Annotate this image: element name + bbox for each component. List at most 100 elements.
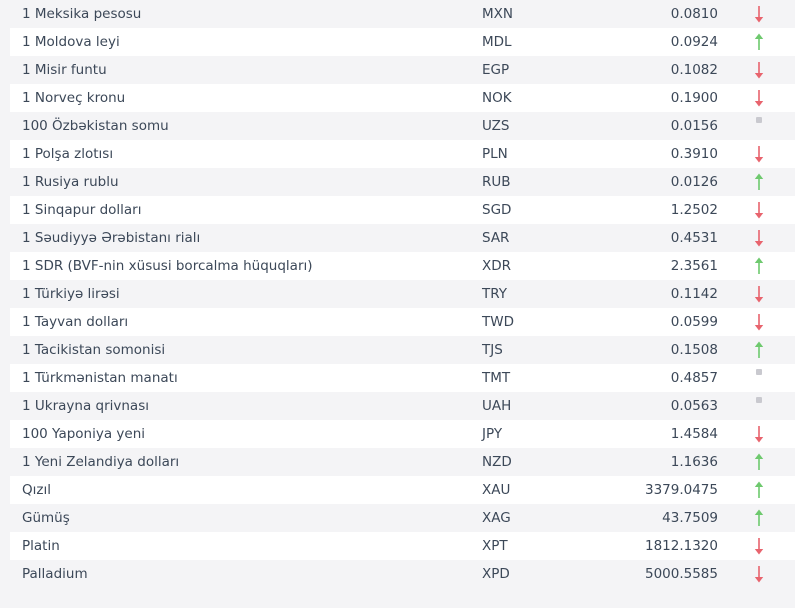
arrow-down-icon	[752, 564, 766, 584]
trend-indicator-cell	[720, 280, 795, 308]
table-row[interactable]: 1 SDR (BVF-nin xüsusi borcalma hüquqları…	[10, 252, 795, 280]
table-row[interactable]: Palladium XPD 5000.5585	[10, 560, 795, 588]
currency-code-cell: XAG	[482, 510, 511, 526]
arrow-down-icon	[752, 200, 766, 220]
currency-name-cell: 1 Moldova leyi	[22, 34, 120, 50]
currency-rate-cell: 5000.5585	[644, 566, 718, 582]
table-row[interactable]: 1 Tacikistan somonisi TJS 0.1508	[10, 336, 795, 364]
currency-rate-cell: 0.1082	[670, 62, 718, 78]
currency-rates-body: 1 Meksika pesosu MXN 0.0810 1 Moldova leyi M…	[10, 0, 795, 588]
arrow-down-icon	[752, 424, 766, 444]
currency-rate-cell: 0.4531	[670, 230, 718, 246]
table-row[interactable]: 1 Polşa zlotısı PLN 0.3910	[10, 140, 795, 168]
table-row[interactable]: 1 Moldova leyi MDL 0.0924	[10, 28, 795, 56]
table-row[interactable]: Gümüş XAG 43.7509	[10, 504, 795, 532]
currency-name-cell: 1 Ukrayna qrivnası	[22, 398, 149, 414]
currency-name-cell: Platin	[22, 538, 60, 554]
table-row[interactable]: 1 Meksika pesosu MXN 0.0810	[10, 0, 795, 28]
currency-code-cell: TJS	[482, 342, 503, 358]
currency-code-cell: TMT	[482, 370, 511, 386]
currency-rate-cell: 0.0924	[670, 34, 718, 50]
trend-indicator-cell	[720, 448, 795, 476]
currency-code-cell: JPY	[482, 426, 503, 442]
currency-rate-cell: 2.3561	[670, 258, 718, 274]
currency-name-cell: 1 Sinqapur dolları	[22, 202, 142, 218]
currency-rate-cell: 0.3910	[670, 146, 718, 162]
trend-indicator-cell	[720, 224, 795, 252]
currency-rate-cell: 1.1636	[670, 454, 718, 470]
currency-name-cell: 1 Meksika pesosu	[22, 6, 142, 22]
table-row[interactable]: 1 Türkiyə lirəsi TRY 0.1142	[10, 280, 795, 308]
table-row[interactable]: 1 Tayvan dolları TWD 0.0599	[10, 308, 795, 336]
currency-code-cell: SGD	[482, 202, 512, 218]
table-row[interactable]: 1 Səudiyyə Ərəbistanı rialı SAR 0.4531	[10, 224, 795, 252]
trend-indicator-cell	[720, 168, 795, 196]
currency-code-cell: NOK	[482, 90, 512, 106]
currency-rate-cell: 0.0563	[670, 398, 718, 414]
currency-rate-cell: 0.1900	[670, 90, 718, 106]
flat-marker	[756, 369, 762, 375]
currency-name-cell: 1 Tacikistan somonisi	[22, 342, 166, 358]
currency-rates-table: 1 Meksika pesosu MXN 0.0810 1 Moldova leyi M…	[10, 0, 795, 588]
table-row[interactable]: 100 Özbəkistan somu UZS 0.0156	[10, 112, 795, 140]
currency-code-cell: XDR	[482, 258, 512, 274]
table-row[interactable]: 1 Yeni Zelandiya dolları NZD 1.1636	[10, 448, 795, 476]
trend-indicator-cell	[720, 0, 795, 28]
arrow-up-icon	[752, 340, 766, 360]
trend-indicator-cell	[720, 560, 795, 588]
table-row[interactable]: 1 Rusiya rublu RUB 0.0126	[10, 168, 795, 196]
currency-code-cell: TWD	[482, 314, 514, 330]
table-row[interactable]: Qızıl XAU 3379.0475	[10, 476, 795, 504]
currency-name-cell: 1 Polşa zlotısı	[22, 146, 114, 162]
currency-code-cell: RUB	[482, 174, 511, 190]
flat-marker	[756, 397, 762, 403]
arrow-down-icon	[752, 88, 766, 108]
trend-indicator-cell	[720, 532, 795, 560]
arrow-up-icon	[752, 32, 766, 52]
currency-name-cell: 100 Özbəkistan somu	[22, 118, 169, 134]
currency-name-cell: Gümüş	[22, 510, 70, 526]
currency-rate-cell: 3379.0475	[644, 482, 718, 498]
arrow-down-icon	[752, 144, 766, 164]
trend-indicator-cell	[720, 28, 795, 56]
arrow-down-icon	[752, 284, 766, 304]
currency-name-cell: 1 Türkiyə lirəsi	[22, 286, 120, 302]
table-row[interactable]: 1 Sinqapur dolları SGD 1.2502	[10, 196, 795, 224]
arrow-up-icon	[752, 480, 766, 500]
arrow-down-icon	[752, 536, 766, 556]
table-row[interactable]: Platin XPT 1812.1320	[10, 532, 795, 560]
currency-code-cell: TRY	[482, 286, 508, 302]
currency-rate-cell: 0.0126	[670, 174, 718, 190]
currency-rate-cell: 0.0156	[670, 118, 718, 134]
dot-flat-icon	[752, 116, 766, 136]
trend-indicator-cell	[720, 112, 795, 140]
dot-flat-icon	[752, 396, 766, 416]
currency-rate-cell: 1.2502	[670, 202, 718, 218]
trend-indicator-cell	[720, 336, 795, 364]
dot-flat-icon	[752, 368, 766, 388]
currency-rate-cell: 0.1142	[670, 286, 718, 302]
currency-rate-cell: 43.7509	[662, 510, 718, 526]
flat-marker	[756, 117, 762, 123]
currency-name-cell: 1 Yeni Zelandiya dolları	[22, 454, 180, 470]
arrow-down-icon	[752, 4, 766, 24]
arrow-down-icon	[752, 312, 766, 332]
arrow-up-icon	[752, 452, 766, 472]
table-row[interactable]: 1 Norveç kronu NOK 0.1900	[10, 84, 795, 112]
trend-indicator-cell	[720, 84, 795, 112]
table-row[interactable]: 1 Ukrayna qrivnası UAH 0.0563	[10, 392, 795, 420]
currency-name-cell: 1 Rusiya rublu	[22, 174, 119, 190]
trend-indicator-cell	[720, 56, 795, 84]
trend-indicator-cell	[720, 504, 795, 532]
currency-code-cell: XPD	[482, 566, 510, 582]
trend-indicator-cell	[720, 308, 795, 336]
table-row[interactable]: 1 Türkmənistan manatı TMT 0.4857	[10, 364, 795, 392]
currency-code-cell: MXN	[482, 6, 513, 22]
currency-rate-cell: 0.4857	[670, 370, 718, 386]
currency-rate-cell: 1812.1320	[644, 538, 718, 554]
table-row[interactable]: 100 Yaponiya yeni JPY 1.4584	[10, 420, 795, 448]
table-row[interactable]: 1 Misir funtu EGP 0.1082	[10, 56, 795, 84]
trend-indicator-cell	[720, 476, 795, 504]
currency-rate-cell: 0.1508	[670, 342, 718, 358]
